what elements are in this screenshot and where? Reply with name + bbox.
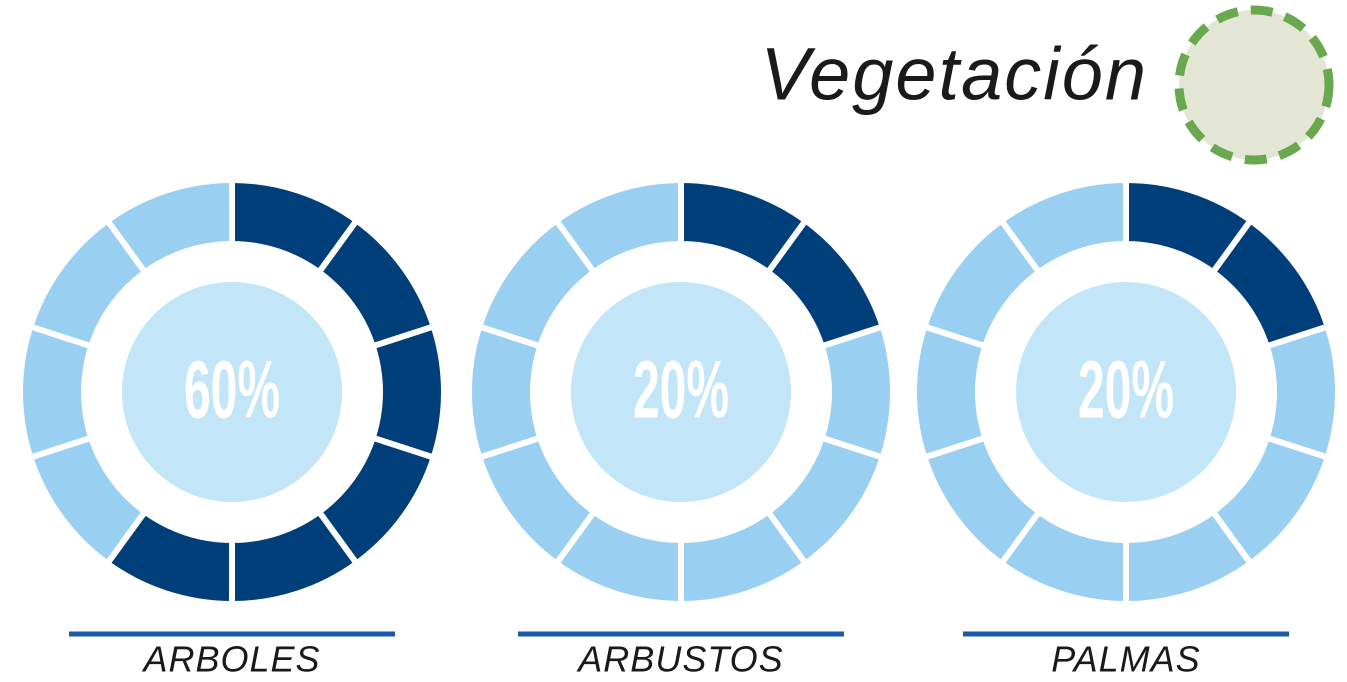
category-label: PALMAS [1051, 639, 1200, 680]
value-label: 20% [633, 345, 729, 436]
gauge-center [571, 282, 791, 502]
chart-title: Vegetación [760, 33, 1148, 116]
track-segment [911, 322, 990, 462]
gauge-center [1016, 282, 1236, 502]
track-segment [17, 322, 96, 462]
title-badge [1174, 5, 1334, 165]
value-segment [103, 507, 235, 608]
value-label: 60% [184, 345, 280, 436]
track-segment [817, 322, 896, 462]
track-segment [1262, 322, 1341, 462]
value-segment [1208, 216, 1332, 351]
value-label: 20% [1078, 345, 1174, 436]
gauge-center [122, 282, 342, 502]
category-label: ARBUSTOS [576, 639, 783, 680]
value-segment [368, 322, 447, 462]
category-label: ARBOLES [141, 639, 320, 680]
track-segment [466, 322, 545, 462]
value-segment [763, 216, 887, 351]
